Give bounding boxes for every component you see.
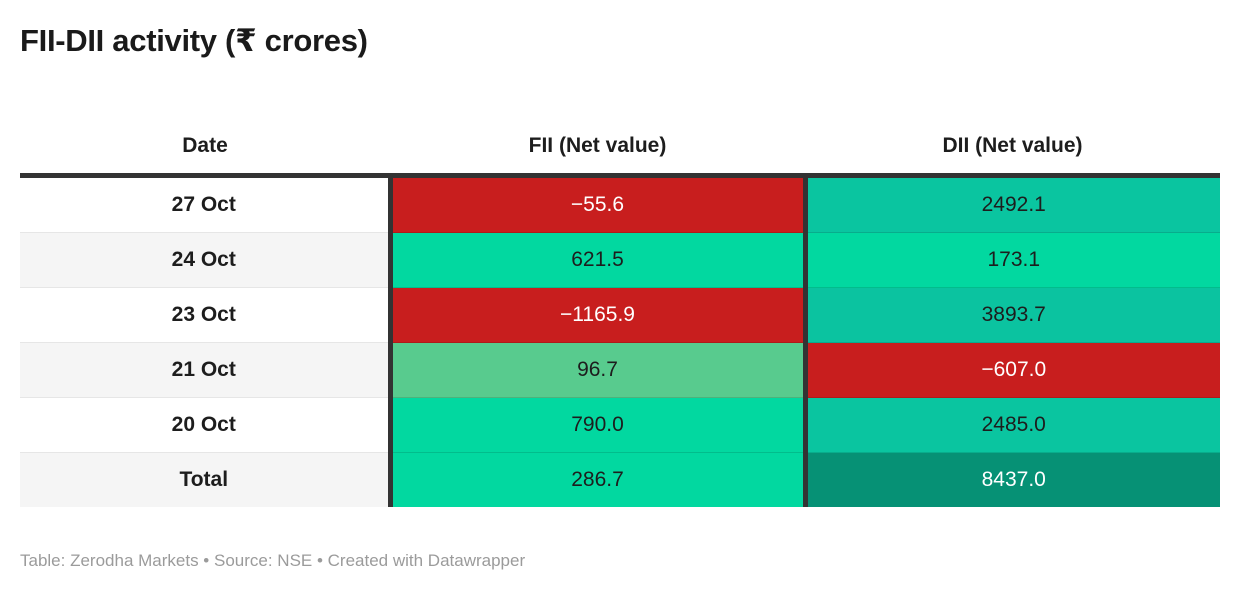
table-row: Total 286.7 8437.0 [20,452,1220,507]
date-cell: 23 Oct [20,287,390,343]
column-header-date: Date [20,118,390,178]
fii-value-cell: 790.0 [387,397,805,453]
header-row: Date FII (Net value) DII (Net value) [20,118,1220,178]
table-row: 21 Oct 96.7 −607.0 [20,342,1220,398]
column-header-fii: FII (Net value) [390,118,805,178]
page-title: FII-DII activity (₹ crores) [20,23,368,58]
fii-value-cell: 286.7 [387,452,805,507]
table-row: 20 Oct 790.0 2485.0 [20,397,1220,453]
footer-attribution: Table: Zerodha Markets • Source: NSE • C… [20,551,526,570]
fii-value-cell: 621.5 [387,232,805,288]
dii-value-cell: 2492.1 [802,175,1220,233]
table-row: 23 Oct −1165.9 3893.7 [20,287,1220,343]
fii-dii-table: Date FII (Net value) DII (Net value) 27 … [20,118,1220,507]
table-row: 24 Oct 621.5 173.1 [20,232,1220,288]
dii-value-cell: −607.0 [802,342,1220,398]
date-cell: 27 Oct [20,175,390,233]
table-body: 27 Oct −55.6 2492.1 24 Oct 621.5 173.1 23 Oct −… [20,175,1220,507]
date-cell: 20 Oct [20,397,390,453]
dii-value-cell: 3893.7 [802,287,1220,343]
dii-value-cell: 2485.0 [802,397,1220,453]
date-cell: 21 Oct [20,342,390,398]
date-cell: 24 Oct [20,232,390,288]
datawrapper-table-page: FII-DII activity (₹ crores) Date FII (Ne… [20,23,1220,570]
dii-value-cell: 8437.0 [802,452,1220,507]
fii-value-cell: 96.7 [387,342,805,398]
dii-value-cell: 173.1 [802,232,1220,288]
table-row: 27 Oct −55.6 2492.1 [20,175,1220,233]
date-cell: Total [20,452,390,507]
fii-value-cell: −1165.9 [387,287,805,343]
column-header-dii: DII (Net value) [805,118,1220,178]
fii-value-cell: −55.6 [387,175,805,233]
